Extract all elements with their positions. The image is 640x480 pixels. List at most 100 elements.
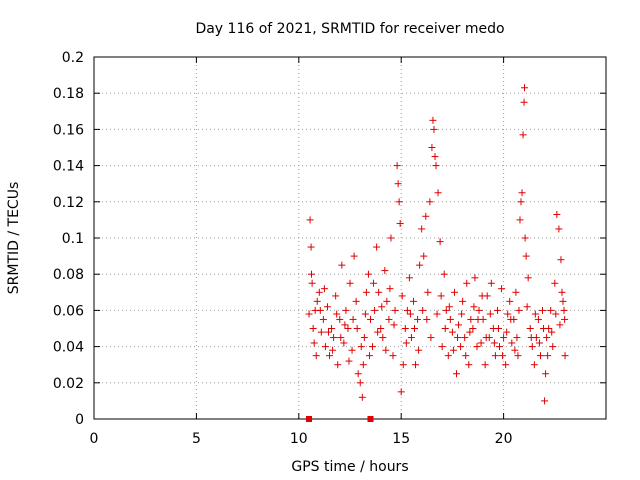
data-point	[522, 252, 530, 260]
data-point	[555, 225, 563, 233]
data-points	[305, 84, 569, 405]
data-point	[471, 274, 479, 282]
y-tick-label: 0.06	[53, 303, 84, 319]
data-point	[320, 285, 328, 293]
data-point	[370, 279, 378, 287]
data-point	[305, 310, 313, 318]
data-point	[334, 361, 342, 369]
data-point	[402, 339, 410, 347]
data-point	[512, 288, 520, 296]
data-point	[560, 306, 568, 314]
data-point	[487, 279, 495, 287]
zero-marker	[367, 416, 374, 422]
data-point	[389, 352, 397, 360]
data-point	[516, 216, 524, 224]
data-point	[420, 252, 428, 260]
data-point	[373, 243, 381, 251]
data-point	[362, 288, 370, 296]
data-point	[541, 397, 549, 405]
data-point	[442, 306, 450, 314]
data-point	[418, 225, 426, 233]
data-point	[513, 334, 521, 342]
data-point	[500, 334, 508, 342]
data-point	[412, 361, 420, 369]
data-point	[470, 303, 478, 311]
data-point	[494, 325, 502, 332]
data-point	[315, 288, 323, 296]
data-point	[455, 321, 463, 329]
data-point	[317, 328, 325, 336]
y-tick-label: 0.04	[53, 340, 84, 356]
data-point	[445, 303, 453, 311]
data-point	[365, 352, 373, 360]
data-point	[377, 325, 385, 332]
data-point	[553, 210, 561, 218]
data-point	[449, 346, 457, 354]
data-point	[353, 325, 361, 332]
data-point	[481, 361, 489, 369]
data-point	[356, 379, 364, 387]
data-point	[482, 334, 490, 342]
x-tick-label: 5	[192, 431, 201, 447]
x-tick-label: 10	[290, 431, 308, 447]
data-point	[507, 315, 515, 323]
data-point	[561, 352, 569, 360]
data-point	[462, 352, 470, 360]
data-point	[399, 361, 407, 369]
data-point	[444, 352, 452, 360]
data-point	[478, 292, 486, 300]
data-point	[530, 361, 538, 369]
data-point	[450, 288, 458, 296]
data-point	[559, 297, 567, 305]
data-point	[535, 339, 543, 347]
data-point	[364, 270, 372, 278]
data-point	[385, 315, 393, 323]
x-tick-label: 20	[495, 431, 513, 447]
data-point	[523, 303, 531, 311]
grid	[94, 57, 606, 419]
zero-markers	[306, 416, 374, 422]
data-point	[409, 297, 417, 305]
data-point	[429, 116, 437, 124]
data-point	[463, 279, 471, 287]
data-point	[357, 343, 365, 351]
data-point	[340, 339, 348, 347]
data-point	[490, 339, 498, 347]
data-point	[371, 306, 379, 314]
data-point	[375, 288, 383, 296]
data-point	[369, 343, 377, 351]
data-point	[496, 343, 504, 351]
data-point	[454, 334, 462, 342]
data-point	[324, 328, 332, 336]
data-point	[382, 346, 390, 354]
data-point	[544, 352, 552, 360]
data-point	[461, 334, 469, 342]
data-point	[467, 315, 475, 323]
data-point	[381, 267, 389, 275]
data-point	[524, 274, 532, 282]
data-point	[354, 370, 362, 378]
data-point	[491, 352, 499, 360]
data-point	[466, 328, 474, 336]
data-point	[427, 334, 435, 342]
data-point	[506, 297, 514, 305]
data-point	[526, 325, 534, 332]
data-point	[539, 306, 547, 314]
data-point	[474, 315, 482, 323]
data-point	[349, 315, 357, 323]
x-tick-label: 15	[392, 431, 410, 447]
data-point	[520, 98, 528, 106]
data-point	[437, 292, 445, 300]
data-point	[520, 84, 528, 92]
data-point	[424, 288, 432, 296]
data-point	[438, 343, 446, 351]
data-point	[465, 361, 473, 369]
data-point	[342, 306, 350, 314]
data-point	[401, 325, 409, 332]
y-tick-label: 0.2	[62, 50, 84, 66]
data-point	[391, 306, 399, 314]
data-point	[430, 125, 438, 133]
data-point	[403, 306, 411, 314]
data-point	[361, 310, 369, 318]
